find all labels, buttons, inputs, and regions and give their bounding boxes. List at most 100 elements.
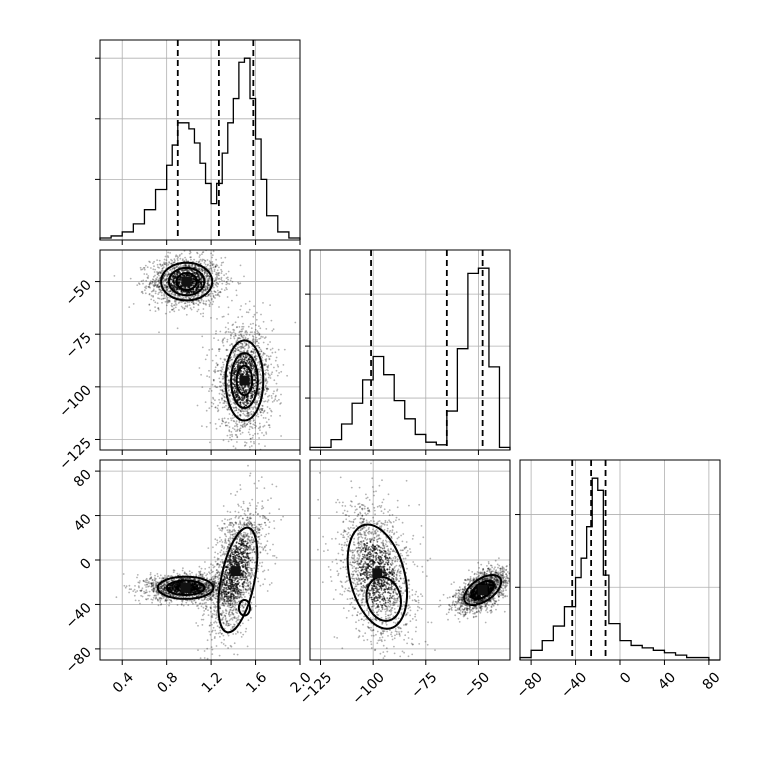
sample-point <box>223 395 226 398</box>
sample-point <box>180 603 183 605</box>
sample-point <box>152 585 155 588</box>
sample-point <box>178 309 180 311</box>
sample-point <box>221 422 223 425</box>
density-peak <box>181 276 192 287</box>
sample-point <box>141 595 144 598</box>
sample-point <box>170 262 173 265</box>
sample-point <box>165 278 167 281</box>
sample-point <box>166 576 169 578</box>
sample-point <box>157 286 160 288</box>
sample-point <box>256 355 258 358</box>
sample-point <box>207 588 209 590</box>
sample-point <box>206 280 209 283</box>
sample-point <box>201 593 204 595</box>
sample-point <box>168 299 171 302</box>
sample-point <box>160 590 163 592</box>
sample-point <box>170 293 173 295</box>
sample-point <box>203 583 206 585</box>
sample-point <box>194 264 197 267</box>
sample-point <box>269 341 271 343</box>
sample-point <box>184 256 187 259</box>
sample-point <box>150 582 153 585</box>
sample-point <box>163 586 166 589</box>
sample-point <box>252 367 255 370</box>
sample-point <box>179 264 182 266</box>
sample-point <box>226 387 229 390</box>
sample-point <box>219 291 222 293</box>
sample-point <box>140 589 143 591</box>
sample-point <box>211 264 214 266</box>
sample-point <box>224 400 226 403</box>
sample-point <box>203 271 206 274</box>
sample-point <box>239 282 242 285</box>
sample-point <box>280 393 282 396</box>
sample-point <box>223 400 226 403</box>
sample-point <box>165 295 168 297</box>
sample-point <box>187 599 189 602</box>
sample-point <box>207 294 210 297</box>
sample-point <box>162 588 165 591</box>
sample-point <box>243 334 245 337</box>
sample-point <box>166 289 169 291</box>
sample-point <box>232 351 234 354</box>
sample-point <box>149 577 152 580</box>
sample-point <box>256 330 259 333</box>
sample-point <box>240 350 243 353</box>
sample-point <box>239 342 242 345</box>
sample-point <box>216 586 219 589</box>
sample-point <box>160 585 163 587</box>
sample-point <box>223 274 226 277</box>
sample-point <box>221 599 223 602</box>
sample-point <box>238 326 241 328</box>
sample-point <box>259 373 262 375</box>
sample-point <box>215 332 217 335</box>
sample-point <box>247 325 250 328</box>
sample-point <box>276 400 278 402</box>
sample-point <box>233 354 236 357</box>
sample-point <box>242 337 245 339</box>
sample-point <box>251 335 254 337</box>
sample-point <box>274 359 277 362</box>
sample-point <box>165 599 168 602</box>
sample-point <box>188 304 191 306</box>
sample-point <box>240 330 243 333</box>
sample-point <box>198 586 201 589</box>
sample-point <box>158 281 161 284</box>
sample-point <box>159 597 162 599</box>
sample-point <box>242 412 245 415</box>
sample-point <box>208 303 211 306</box>
sample-point <box>251 331 254 333</box>
sample-point <box>229 337 232 340</box>
sample-point <box>243 275 245 278</box>
sample-point <box>164 255 167 258</box>
sample-point <box>253 419 256 421</box>
sample-point <box>147 582 149 584</box>
sample-point <box>265 421 268 423</box>
sample-point <box>247 584 250 587</box>
sample-point <box>170 579 173 582</box>
sample-point <box>144 581 147 583</box>
sample-point <box>222 377 225 380</box>
sample-point <box>239 413 242 416</box>
sample-point <box>169 594 172 597</box>
sample-point <box>163 587 166 590</box>
sample-point <box>247 362 250 365</box>
sample-point <box>264 400 267 402</box>
sample-point <box>204 288 207 290</box>
sample-point <box>261 409 264 412</box>
sample-point <box>266 386 268 389</box>
sample-point <box>221 389 224 391</box>
sample-point <box>146 579 149 582</box>
sample-point <box>246 331 249 334</box>
sample-point <box>263 389 266 392</box>
sample-point <box>202 269 205 272</box>
sample-point <box>151 589 154 591</box>
sample-point <box>264 363 266 365</box>
sample-point <box>275 382 278 385</box>
sample-point <box>214 399 216 402</box>
histogram-panel-0 <box>95 39 301 245</box>
sample-point <box>153 285 156 287</box>
sample-point <box>206 295 209 298</box>
sample-point <box>215 362 218 365</box>
sample-point <box>219 291 222 294</box>
